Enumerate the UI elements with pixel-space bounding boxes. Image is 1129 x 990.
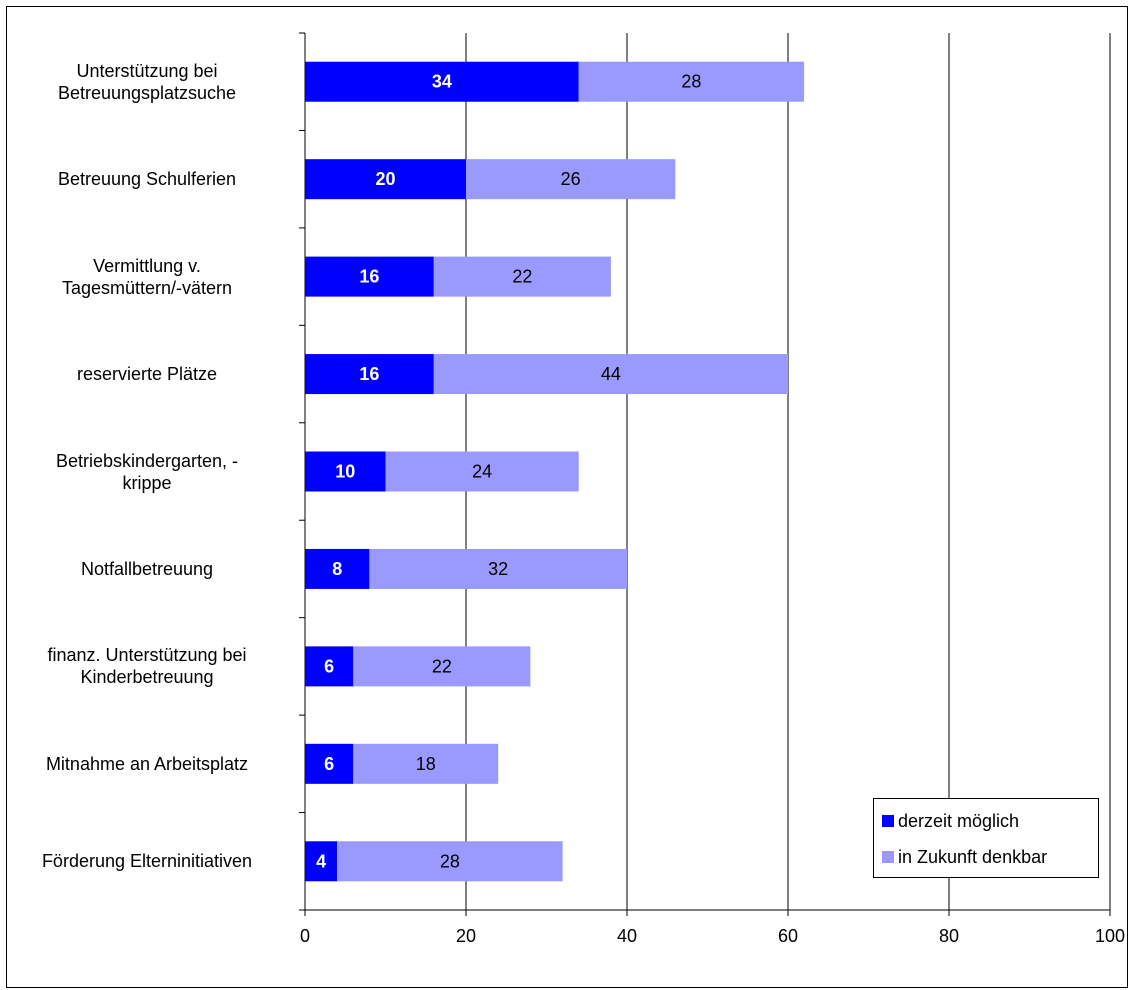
bar-future-6 <box>353 646 531 687</box>
category-label-0: Unterstützung bei Betreuungsplatzsuche <box>6 60 288 104</box>
data-label-current-1: 20 <box>375 169 395 189</box>
category-label-line: Unterstützung bei <box>76 60 218 81</box>
bar-current-8 <box>305 841 338 882</box>
category-label-line: Betreuungsplatzsuche <box>57 82 237 103</box>
x-tick-label-5: 100 <box>1095 926 1125 946</box>
bar-current-7 <box>305 743 354 784</box>
data-label-current-0: 34 <box>432 72 452 92</box>
category-label-8: Förderung Elterninitiativen <box>6 850 288 872</box>
category-label-6: finanz. Unterstützung bei Kinderbetreuung <box>6 644 288 688</box>
category-label-line: Vermittlung v. <box>93 255 201 276</box>
category-label-line: Betriebskindergarten, - <box>55 450 239 471</box>
data-label-future-6: 22 <box>432 656 452 676</box>
bar-future-4 <box>385 451 579 492</box>
category-label-2: Vermittlung v. Tagesmüttern/-vätern <box>6 255 288 299</box>
category-label-line: Betreuung Schulferien <box>57 169 237 190</box>
data-label-future-3: 44 <box>601 364 621 384</box>
legend-label-current: derzeit möglich <box>898 810 1020 831</box>
data-label-current-2: 16 <box>359 267 379 287</box>
bar-future-7 <box>353 743 499 784</box>
data-label-future-8: 28 <box>440 851 460 871</box>
legend: derzeit möglich in Zukunft denkbar <box>873 798 1099 878</box>
bar-future-2 <box>433 256 611 297</box>
bar-current-4 <box>305 451 386 492</box>
category-label-line: krippe <box>122 472 172 493</box>
bar-current-5 <box>305 548 370 589</box>
category-label-line: Förderung Elterninitiativen <box>41 851 253 872</box>
data-label-current-7: 6 <box>324 754 334 774</box>
category-label-line: Kinderbetreuung <box>80 667 214 688</box>
bar-current-1 <box>305 159 466 200</box>
category-label-line: Notfallbetreuung <box>80 558 214 579</box>
data-label-current-4: 10 <box>335 462 355 482</box>
category-label-line: Mitnahme an Arbeitsplatz <box>45 753 249 774</box>
data-label-future-0: 28 <box>681 72 701 92</box>
data-label-future-4: 24 <box>472 462 492 482</box>
bar-current-3 <box>305 354 434 395</box>
legend-item-current: derzeit möglich <box>882 809 1019 833</box>
data-label-current-6: 6 <box>324 656 334 676</box>
legend-swatch-current <box>882 815 894 827</box>
legend-label-future: in Zukunft denkbar <box>898 846 1048 867</box>
bar-future-3 <box>433 354 788 395</box>
legend-item-future: in Zukunft denkbar <box>882 845 1047 869</box>
category-label-line: Tagesmüttern/-vätern <box>61 277 233 298</box>
data-label-future-5: 32 <box>488 559 508 579</box>
data-label-future-2: 22 <box>512 267 532 287</box>
bar-current-0 <box>305 61 579 102</box>
bar-future-1 <box>466 159 676 200</box>
bar-current-2 <box>305 256 434 297</box>
data-label-future-7: 18 <box>416 754 436 774</box>
category-label-4: Betriebskindergarten, - krippe <box>6 450 288 494</box>
data-label-current-5: 8 <box>332 559 342 579</box>
category-label-1: Betreuung Schulferien <box>6 168 288 190</box>
category-label-7: Mitnahme an Arbeitsplatz <box>6 753 288 775</box>
category-label-line: reservierte Plätze <box>76 364 218 385</box>
data-label-current-3: 16 <box>359 364 379 384</box>
bar-future-8 <box>337 841 563 882</box>
data-label-future-1: 26 <box>561 169 581 189</box>
x-tick-label-0: 0 <box>300 926 310 946</box>
x-tick-label-1: 20 <box>456 926 476 946</box>
bar-current-6 <box>305 646 354 687</box>
category-label-5: Notfallbetreuung <box>6 558 288 580</box>
category-label-line: finanz. Unterstützung bei <box>47 645 247 666</box>
bar-future-5 <box>369 548 627 589</box>
x-tick-label-4: 80 <box>939 926 959 946</box>
category-label-3: reservierte Plätze <box>6 363 288 385</box>
x-tick-label-2: 40 <box>617 926 637 946</box>
x-tick-label-3: 60 <box>778 926 798 946</box>
data-label-current-8: 4 <box>316 851 326 871</box>
bar-future-0 <box>578 61 805 102</box>
legend-swatch-future <box>882 851 894 863</box>
